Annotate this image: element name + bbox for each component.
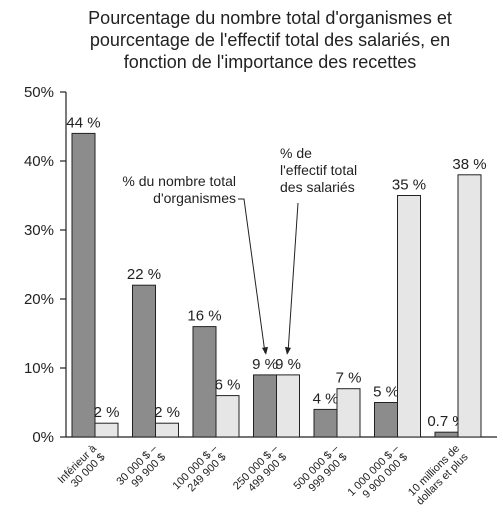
value-label: 7 % xyxy=(336,370,362,387)
value-label: 9 % xyxy=(275,356,301,373)
bar xyxy=(94,422,119,438)
arrow-head xyxy=(285,346,291,355)
y-tick-label: 30% xyxy=(24,222,54,239)
y-tick-label: 0% xyxy=(32,429,54,446)
chart-title: Pourcentage du nombre total d'organismes… xyxy=(88,8,452,72)
value-label: 16 % xyxy=(187,308,221,325)
value-label: 0.7 % xyxy=(427,413,465,430)
y-tick-label: 50% xyxy=(24,84,54,101)
y-tick-label: 10% xyxy=(24,360,54,377)
bar xyxy=(155,422,179,438)
x-tick-label: 1 000 000 $ –9 900 000 $ xyxy=(346,442,411,507)
value-label: 2 % xyxy=(94,404,120,421)
bar xyxy=(276,374,300,438)
bar xyxy=(253,374,277,438)
x-tick-label: 500 000 $ –999 900 $ xyxy=(292,442,351,501)
series-annotation: % du nombre total d'organismes xyxy=(122,173,236,206)
annotation-arrow xyxy=(238,198,266,353)
bar xyxy=(215,395,240,438)
x-tick-label: 10 millions dedollars et plus xyxy=(406,442,471,507)
bar xyxy=(313,408,338,438)
y-tick-label: 20% xyxy=(24,291,54,308)
value-label: 2 % xyxy=(154,404,180,421)
x-tick-label: 30 000 $ –99 900 $ xyxy=(114,442,168,496)
bar xyxy=(397,195,421,438)
bar xyxy=(192,326,217,438)
value-label: 9 % xyxy=(252,356,278,373)
value-label: 5 % xyxy=(373,384,399,401)
bar xyxy=(457,174,482,438)
value-label: 38 % xyxy=(452,156,486,173)
value-label: 22 % xyxy=(127,266,161,283)
x-tick-label: 250 000 $ –499 900 $ xyxy=(231,442,290,501)
bar xyxy=(434,431,459,438)
value-label: 44 % xyxy=(66,114,100,131)
value-label: 6 % xyxy=(215,377,241,394)
x-tick-label: Inférieur à30 000 $ xyxy=(56,442,109,495)
bar xyxy=(374,402,398,438)
value-label: 4 % xyxy=(313,390,339,407)
x-tick-label: 100 000 $ –249 900 $ xyxy=(171,442,230,501)
value-label: 35 % xyxy=(392,177,426,194)
y-tick-label: 40% xyxy=(24,153,54,170)
series-annotation: % de l'effectif total des salariés xyxy=(280,145,357,195)
bar xyxy=(336,388,361,438)
bar xyxy=(132,284,156,438)
annotation-arrow xyxy=(287,202,299,353)
arrow-head xyxy=(262,346,268,355)
bar xyxy=(71,132,96,438)
